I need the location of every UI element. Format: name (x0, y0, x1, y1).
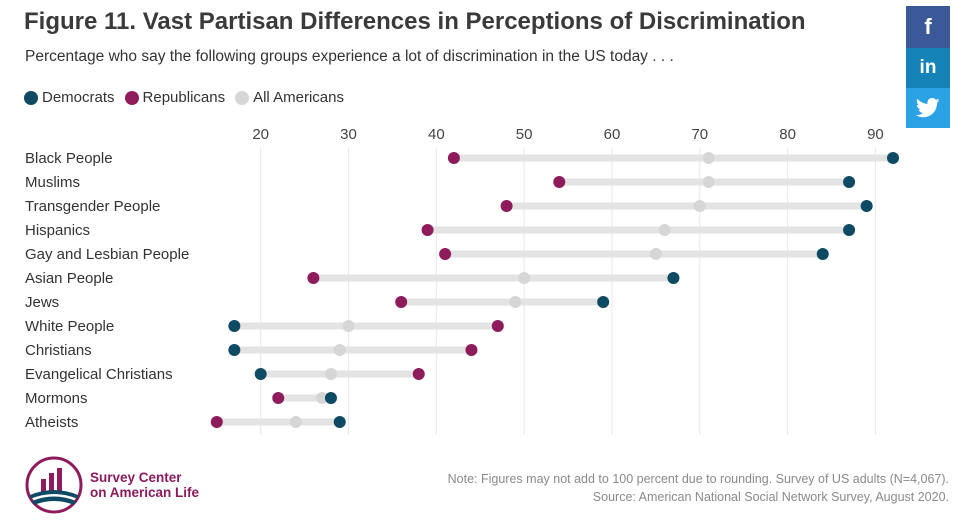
x-tick-label: 50 (516, 126, 533, 143)
category-label: Transgender People (25, 198, 160, 215)
all-americans-dot (702, 176, 715, 188)
logo-line-2: on American Life (90, 485, 200, 500)
chart-title: Figure 11. Vast Partisan Differences in … (24, 8, 806, 35)
republicans-dot (421, 224, 434, 236)
chart-notes: Note: Figures may not add to 100 percent… (448, 470, 949, 506)
republicans-dot (491, 320, 504, 332)
all-americans-dot (324, 368, 337, 380)
survey-center-logo-icon (25, 456, 83, 514)
survey-center-logo: Survey Center on American Life (24, 455, 199, 515)
logo-line-1: Survey Center (90, 470, 182, 485)
republicans-dot (272, 392, 285, 404)
legend-item-democrats: Democrats (24, 89, 115, 106)
republicans-dot (500, 200, 513, 212)
facebook-share-button[interactable]: f (906, 6, 950, 48)
democrats-dot (843, 224, 856, 236)
all-americans-dot (333, 344, 346, 356)
all-americans-dot (342, 320, 355, 332)
all-americans-dot (316, 392, 329, 404)
republicans-dot (412, 368, 425, 380)
democrats-dot (228, 320, 241, 332)
category-label: Atheists (25, 414, 78, 431)
all-americans-dot (289, 416, 302, 428)
x-tick-label: 70 (691, 126, 708, 143)
republicans-dot (210, 416, 223, 428)
democrats-dot (860, 200, 873, 212)
linkedin-share-button[interactable]: in (906, 48, 950, 88)
democrats-dot (254, 368, 267, 380)
chart-subtitle: Percentage who say the following groups … (25, 48, 674, 65)
all-americans-dot (702, 152, 715, 164)
category-label: White People (25, 318, 114, 335)
democrats-dot (228, 344, 241, 356)
category-label: Christians (25, 342, 92, 359)
legend-swatch-republicans (124, 90, 139, 105)
category-label: Muslims (25, 174, 80, 191)
republicans-dot (307, 272, 320, 284)
legend-swatch-democrats (24, 90, 38, 105)
democrats-dot (324, 392, 337, 404)
legend-label-all-americans: All Americans (253, 89, 344, 106)
linkedin-icon: in (919, 57, 937, 78)
all-americans-dot (518, 272, 531, 284)
logo-text: Survey Center on American Life (90, 470, 199, 500)
legend-label-republicans: Republicans (142, 89, 226, 106)
democrats-dot (667, 272, 680, 284)
all-americans-dot (649, 248, 662, 260)
legend: Democrats Republicans All Americans (24, 89, 354, 106)
chart-source: Source: American National Social Network… (592, 490, 949, 504)
chart-note: Note: Figures may not add to 100 percent… (447, 472, 949, 486)
x-tick-label: 20 (252, 126, 269, 143)
x-tick-label: 60 (604, 126, 621, 143)
democrats-dot (333, 416, 346, 428)
legend-label-democrats: Democrats (42, 89, 115, 106)
social-share-bar: f in (906, 6, 950, 128)
category-label: Black People (25, 150, 113, 167)
democrats-dot (597, 296, 610, 308)
all-americans-dot (509, 296, 522, 308)
democrats-dot (887, 152, 899, 164)
facebook-icon: f (924, 14, 932, 39)
republicans-dot (447, 152, 460, 164)
all-americans-dot (693, 200, 706, 212)
category-label: Hispanics (25, 222, 90, 239)
x-tick-label: 90 (867, 126, 884, 143)
legend-swatch-all-americans (235, 90, 250, 105)
category-label: Gay and Lesbian People (25, 246, 189, 263)
category-label: Jews (25, 294, 59, 311)
x-tick-label: 40 (428, 126, 445, 143)
republicans-dot (439, 248, 452, 260)
twitter-bird-icon (916, 98, 940, 118)
x-tick-label: 80 (779, 126, 796, 143)
legend-item-republicans: Republicans (124, 89, 226, 106)
republicans-dot (465, 344, 478, 356)
all-americans-dot (658, 224, 671, 236)
democrats-dot (843, 176, 856, 188)
twitter-share-button[interactable] (906, 88, 950, 128)
democrats-dot (816, 248, 829, 260)
republicans-dot (553, 176, 566, 188)
republicans-dot (395, 296, 408, 308)
category-label: Mormons (25, 390, 88, 407)
x-tick-label: 30 (340, 126, 357, 143)
category-label: Asian People (25, 270, 113, 287)
dot-range-chart: 20 30 40 50 60 70 80 90 Black People Muslims Trans… (25, 126, 899, 435)
category-label: Evangelical Christians (25, 366, 173, 383)
legend-item-all-americans: All Americans (235, 89, 344, 106)
